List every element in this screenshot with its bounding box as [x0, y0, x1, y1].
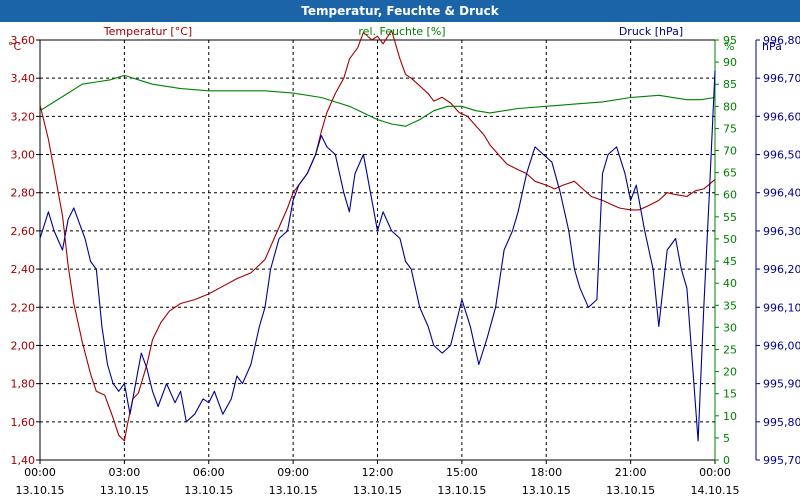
humidity-tick-label: 5: [723, 432, 730, 445]
series-group: [39, 29, 716, 442]
x-tick-date: 13.10.15: [353, 484, 402, 497]
x-tick-time: 15:00: [446, 466, 478, 479]
humidity-tick-label: 30: [723, 321, 737, 334]
x-tick-date: 13.10.15: [184, 484, 233, 497]
pressure-tick-label: 996,00: [763, 339, 800, 352]
x-tick-time: 00:00: [699, 466, 731, 479]
pressure-tick-label: 996,60: [763, 110, 800, 123]
humidity-tick-label: 40: [723, 277, 737, 290]
humidity-tick-label: 25: [723, 343, 737, 356]
temperature-axis-title: Temperatur [°C]: [103, 25, 192, 38]
x-tick-time: 03:00: [109, 466, 141, 479]
x-tick-date: 13.10.15: [437, 484, 486, 497]
grid-lines: [40, 39, 715, 460]
humidity-tick-label: 50: [723, 233, 737, 246]
humidity-tick-label: 85: [723, 78, 737, 91]
x-tick-date: 14.10.15: [691, 484, 740, 497]
pressure-tick-label: 995,80: [763, 416, 800, 429]
pressure-axis-title: Druck [hPa]: [619, 25, 683, 38]
temperature-tick-label: 1,40: [11, 454, 36, 467]
pressure-axis: 995,70 995,80 995,90 996,00 996,10 996,20 996,…: [756, 34, 800, 467]
humidity-tick-label: 70: [723, 145, 737, 158]
window-title: Temperatur, Feuchte & Druck: [0, 0, 800, 22]
pressure-series-line: [39, 70, 716, 442]
x-tick-time: 12:00: [362, 466, 394, 479]
pressure-tick-label: 996,70: [763, 72, 800, 85]
pressure-tick-label: 996,80: [763, 34, 800, 47]
temperature-tick-label: 3,20: [11, 110, 36, 123]
x-axis: 00:00 13.10.15 03:00 13.10.15 06:00 13.10.15 0…: [16, 460, 740, 497]
x-tick-date: 13.10.15: [606, 484, 655, 497]
temperature-tick-label: 2,20: [11, 301, 36, 314]
humidity-unit-label: %: [724, 40, 734, 53]
temperature-tick-label: 2,00: [11, 339, 36, 352]
temperature-tick-label: 1,60: [11, 416, 36, 429]
humidity-tick-label: 0: [723, 454, 730, 467]
pressure-tick-label: 996,40: [763, 187, 800, 200]
humidity-tick-label: 95: [723, 34, 737, 47]
x-tick-time: 06:00: [193, 466, 225, 479]
temperature-axis: 1,40 1,60 1,80 2,00 2,20 2,40 2,60 2,80 3,00 3,20…: [11, 34, 40, 467]
humidity-tick-label: 65: [723, 167, 737, 180]
pressure-tick-label: 996,10: [763, 301, 800, 314]
temperature-tick-label: 2,40: [11, 263, 36, 276]
humidity-tick-label: 75: [723, 122, 737, 135]
humidity-tick-label: 45: [723, 255, 737, 268]
humidity-tick-label: 90: [723, 56, 737, 69]
humidity-tick-label: 20: [723, 366, 737, 379]
pressure-tick-label: 995,70: [763, 454, 800, 467]
pressure-unit-label: hPa: [762, 40, 782, 53]
humidity-axis-title: rel. Feuchte [%]: [358, 25, 445, 38]
x-tick-time: 09:00: [277, 466, 309, 479]
temperature-tick-label: 2,80: [11, 187, 36, 200]
humidity-tick-label: 55: [723, 211, 737, 224]
humidity-tick-label: 80: [723, 100, 737, 113]
x-tick-date: 13.10.15: [269, 484, 318, 497]
pressure-tick-label: 996,30: [763, 225, 800, 238]
humidity-tick-label: 15: [723, 388, 737, 401]
temperature-tick-label: 3,60: [11, 34, 36, 47]
x-tick-time: 00:00: [24, 466, 56, 479]
humidity-series-line: [39, 74, 716, 127]
temperature-unit-label: °C: [8, 40, 22, 53]
x-tick-time: 21:00: [615, 466, 647, 479]
temperature-tick-label: 3,00: [11, 149, 36, 162]
pressure-tick-label: 996,50: [763, 149, 800, 162]
pressure-tick-label: 996,20: [763, 263, 800, 276]
temperature-tick-label: 1,80: [11, 378, 36, 391]
humidity-axis: 0 5 10 15 20 25 30 35 40 45 50 55 60 65 70 75 80 85 90 95: [715, 34, 737, 467]
humidity-tick-label: 35: [723, 299, 737, 312]
temperature-series-line: [39, 29, 716, 442]
temperature-tick-label: 3,40: [11, 72, 36, 85]
x-tick-date: 13.10.15: [100, 484, 149, 497]
x-tick-time: 18:00: [530, 466, 562, 479]
humidity-tick-label: 60: [723, 189, 737, 202]
pressure-tick-label: 995,90: [763, 378, 800, 391]
humidity-tick-label: 10: [723, 410, 737, 423]
x-tick-date: 13.10.15: [16, 484, 65, 497]
x-tick-date: 13.10.15: [522, 484, 571, 497]
temperature-tick-label: 2,60: [11, 225, 36, 238]
